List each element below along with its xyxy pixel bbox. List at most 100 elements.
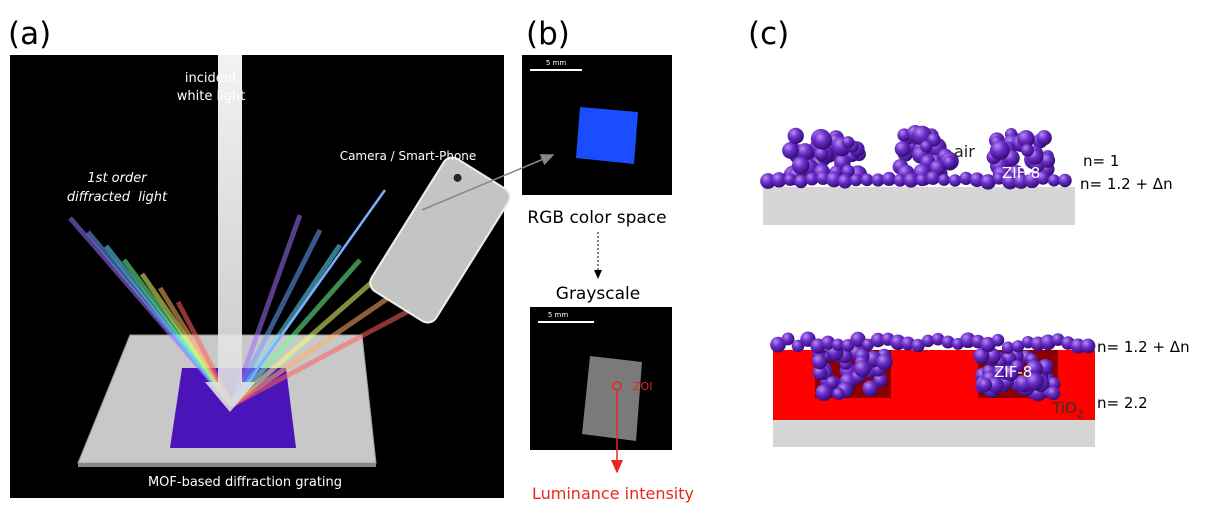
particle bbox=[814, 146, 829, 161]
particle bbox=[837, 174, 853, 189]
particle bbox=[881, 171, 897, 187]
caption: TiO2 bbox=[1051, 399, 1084, 421]
particle bbox=[826, 171, 842, 188]
particle bbox=[862, 380, 879, 397]
particle bbox=[811, 353, 828, 370]
ray bbox=[229, 228, 323, 407]
particle bbox=[781, 332, 795, 346]
ray bbox=[230, 189, 387, 406]
caption: ZIF-8 bbox=[1002, 164, 1040, 182]
particle bbox=[1040, 153, 1056, 168]
caption: Luminance intensity bbox=[532, 484, 694, 503]
panel-c: (c) n= 1 air ZIF-8 n= 1.2 + Δn n= 1.2 + … bbox=[748, 16, 1190, 447]
particle bbox=[911, 338, 925, 353]
caption: air bbox=[954, 142, 975, 161]
particle bbox=[873, 373, 888, 388]
caption: MOF-based diffraction grating bbox=[148, 475, 342, 490]
particle bbox=[1058, 173, 1072, 188]
caption: n= 1.2 + Δn bbox=[1080, 175, 1173, 193]
scale-label: 5 mm bbox=[546, 59, 566, 67]
ray bbox=[230, 273, 382, 407]
particle bbox=[825, 376, 839, 389]
particle bbox=[771, 172, 787, 188]
particle bbox=[870, 332, 886, 348]
ray bbox=[230, 302, 422, 408]
caption: 2 bbox=[1077, 408, 1084, 421]
caption: diffracted light bbox=[67, 190, 168, 205]
particle bbox=[794, 174, 808, 189]
particle bbox=[921, 334, 935, 348]
particle bbox=[813, 131, 833, 150]
particle bbox=[1002, 365, 1019, 381]
particle bbox=[1047, 174, 1061, 187]
particle bbox=[926, 171, 940, 185]
particle bbox=[1036, 130, 1052, 146]
caption: white light bbox=[177, 89, 246, 104]
particle bbox=[903, 173, 919, 188]
particle bbox=[876, 353, 893, 371]
particle bbox=[791, 339, 805, 353]
particle bbox=[992, 172, 1006, 185]
caption: Grayscale bbox=[556, 284, 640, 304]
particle bbox=[812, 365, 828, 381]
particle bbox=[941, 335, 955, 349]
particle bbox=[1025, 360, 1043, 378]
caption: n= 2.2 bbox=[1097, 394, 1148, 412]
caption: RGB color space bbox=[527, 208, 666, 228]
substrate bbox=[763, 187, 1075, 225]
sample-rgb bbox=[576, 107, 638, 164]
particle bbox=[841, 136, 855, 149]
substrate bbox=[773, 420, 1095, 447]
caption: n= 1.2 + Δn bbox=[1097, 338, 1190, 356]
panel-label: (b) bbox=[526, 16, 570, 52]
particle bbox=[959, 171, 973, 185]
particle bbox=[832, 387, 845, 400]
particle bbox=[820, 335, 836, 350]
particle bbox=[1021, 143, 1034, 157]
particle bbox=[948, 174, 962, 187]
particle bbox=[1024, 172, 1040, 189]
phone-body bbox=[369, 156, 511, 324]
particle bbox=[1001, 341, 1015, 354]
particle bbox=[920, 140, 933, 153]
arrow bbox=[421, 154, 555, 211]
sample-gray bbox=[582, 356, 642, 441]
phone bbox=[369, 156, 511, 324]
particle bbox=[990, 140, 1010, 160]
particle bbox=[1025, 372, 1044, 391]
particle bbox=[787, 127, 804, 145]
panel-label: (c) bbox=[748, 16, 789, 52]
panel-a: (a) incident white light 1st order diffr… bbox=[8, 16, 511, 498]
particle bbox=[815, 384, 833, 401]
incident-beam bbox=[205, 55, 255, 412]
particle bbox=[915, 173, 929, 187]
particle bbox=[894, 141, 911, 157]
phone-camera bbox=[453, 173, 462, 182]
particle bbox=[871, 173, 885, 187]
caption: 1st order bbox=[87, 171, 148, 186]
particle bbox=[792, 156, 810, 175]
particle bbox=[973, 348, 990, 364]
particle bbox=[849, 174, 863, 187]
ray bbox=[229, 214, 303, 406]
particle bbox=[893, 173, 907, 187]
ray bbox=[230, 258, 362, 407]
particle bbox=[1011, 340, 1025, 353]
scale-label: 5 mm bbox=[548, 311, 568, 319]
particle bbox=[1046, 386, 1061, 401]
particle bbox=[931, 332, 945, 346]
particle bbox=[980, 174, 996, 190]
plate-edge bbox=[78, 463, 376, 467]
panel-label: (a) bbox=[8, 16, 51, 52]
particle bbox=[978, 378, 993, 392]
particle bbox=[783, 173, 797, 186]
caption: TiO bbox=[1051, 399, 1077, 417]
caption: n= 1 bbox=[1083, 152, 1119, 170]
particle bbox=[937, 173, 951, 186]
caption: ZOI bbox=[633, 380, 652, 393]
particle bbox=[796, 143, 814, 161]
particle bbox=[912, 125, 932, 146]
particle bbox=[853, 360, 871, 378]
caption: ZIF-8 bbox=[994, 363, 1032, 381]
